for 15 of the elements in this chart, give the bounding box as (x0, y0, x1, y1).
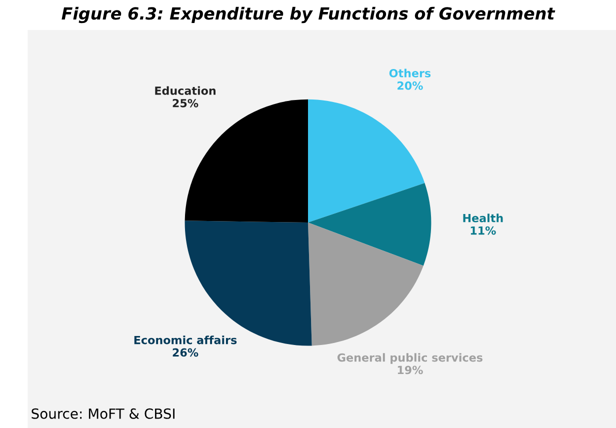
data-label: 11% (470, 226, 496, 235)
source-note: Source: MoFT & CBSI (32, 408, 174, 419)
chart-title: Figure 6.3: Expenditure by Functions of Government (62, 6, 556, 24)
slice-label: Education (155, 86, 216, 95)
pie-slice (308, 222, 424, 346)
slice-label: Others (389, 68, 431, 78)
data-label: 25% (172, 98, 198, 108)
pie-slice (308, 183, 432, 266)
pie-slice (308, 99, 425, 223)
slice-label: General public services (337, 353, 482, 364)
slice-label: Health (463, 214, 503, 222)
data-label: 26% (172, 348, 198, 357)
data-label: 20% (398, 81, 423, 90)
slice-label: Economic affairs (134, 336, 237, 344)
data-label: 19% (398, 366, 423, 374)
